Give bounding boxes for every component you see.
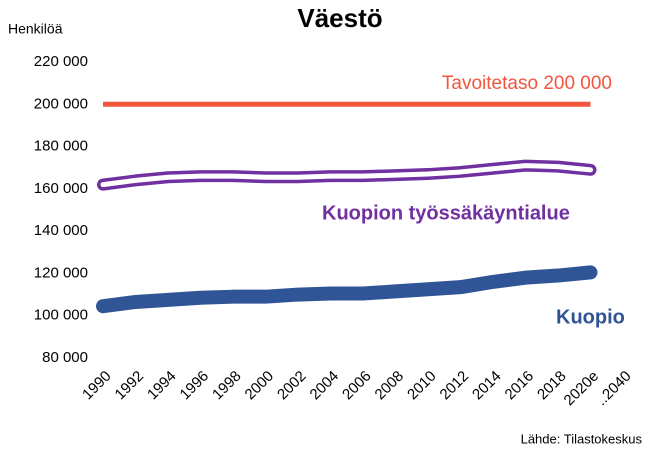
series-label: Kuopion työssäkäyntialue [322, 202, 570, 224]
x-tick-label: 2014 [469, 368, 505, 404]
x-tick-label: 2010 [404, 368, 440, 404]
chart-title: Väestö [297, 3, 382, 33]
x-tick-label: 2016 [502, 368, 538, 404]
y-tick-label: 100 000 [34, 307, 88, 324]
x-tick-label: 2020e [561, 368, 603, 410]
x-tick-label: 2002 [274, 368, 310, 404]
y-tick-label: 180 000 [34, 138, 88, 155]
y-tick-label: 200 000 [34, 95, 88, 112]
series-label: Kuopio [556, 306, 625, 328]
x-tick-label: ..2040 [593, 368, 635, 410]
y-axis-label: Henkilöä [8, 21, 63, 37]
x-tick-label: 2000 [242, 368, 278, 404]
x-tick-label: 2012 [437, 368, 473, 404]
x-tick-label: 1992 [112, 368, 148, 404]
series-line-inner [100, 163, 593, 188]
x-tick-label: 2006 [339, 368, 375, 404]
x-tick-label: 2008 [372, 368, 408, 404]
series-label: Tavoitetaso 200 000 [442, 73, 612, 94]
series-line [96, 265, 598, 314]
y-tick-label: 80 000 [42, 349, 88, 366]
x-tick-label: 2004 [307, 368, 343, 404]
y-tick-label: 140 000 [34, 222, 88, 239]
x-tick-label: 1998 [209, 368, 245, 404]
y-tick-label: 120 000 [34, 264, 88, 281]
x-tick-label: 1994 [144, 368, 180, 404]
x-tick-label: 1990 [79, 368, 115, 404]
y-tick-label: 220 000 [34, 53, 88, 70]
x-tick-label: 1996 [177, 368, 213, 404]
source: Lähde: Tilastokeskus [521, 431, 643, 446]
y-tick-label: 160 000 [34, 180, 88, 197]
